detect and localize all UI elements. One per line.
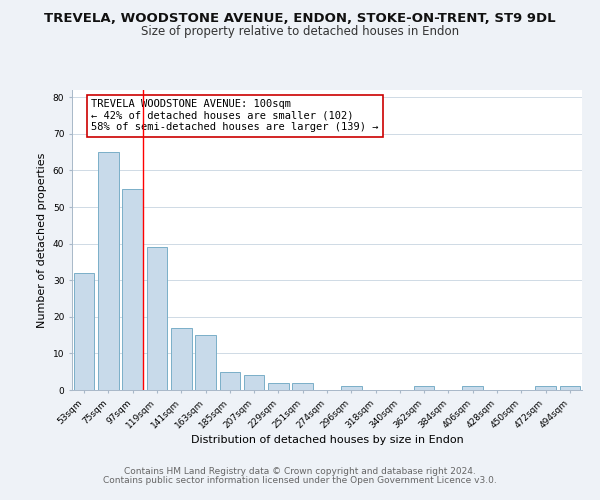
Text: Contains public sector information licensed under the Open Government Licence v3: Contains public sector information licen… xyxy=(103,476,497,485)
Text: Contains HM Land Registry data © Crown copyright and database right 2024.: Contains HM Land Registry data © Crown c… xyxy=(124,467,476,476)
Bar xyxy=(560,386,580,390)
Text: Size of property relative to detached houses in Endon: Size of property relative to detached ho… xyxy=(141,25,459,38)
Bar xyxy=(146,248,167,390)
Bar xyxy=(292,382,313,390)
Bar xyxy=(98,152,119,390)
Text: TREVELA, WOODSTONE AVENUE, ENDON, STOKE-ON-TRENT, ST9 9DL: TREVELA, WOODSTONE AVENUE, ENDON, STOKE-… xyxy=(44,12,556,26)
X-axis label: Distribution of detached houses by size in Endon: Distribution of detached houses by size … xyxy=(191,436,463,446)
Bar xyxy=(244,376,265,390)
Bar xyxy=(341,386,362,390)
Bar xyxy=(268,382,289,390)
Bar xyxy=(220,372,240,390)
Bar xyxy=(463,386,483,390)
Bar xyxy=(414,386,434,390)
Y-axis label: Number of detached properties: Number of detached properties xyxy=(37,152,47,328)
Bar xyxy=(195,335,216,390)
Bar xyxy=(535,386,556,390)
Bar xyxy=(171,328,191,390)
Bar xyxy=(74,273,94,390)
Bar xyxy=(122,189,143,390)
Text: TREVELA WOODSTONE AVENUE: 100sqm
← 42% of detached houses are smaller (102)
58% : TREVELA WOODSTONE AVENUE: 100sqm ← 42% o… xyxy=(91,99,379,132)
